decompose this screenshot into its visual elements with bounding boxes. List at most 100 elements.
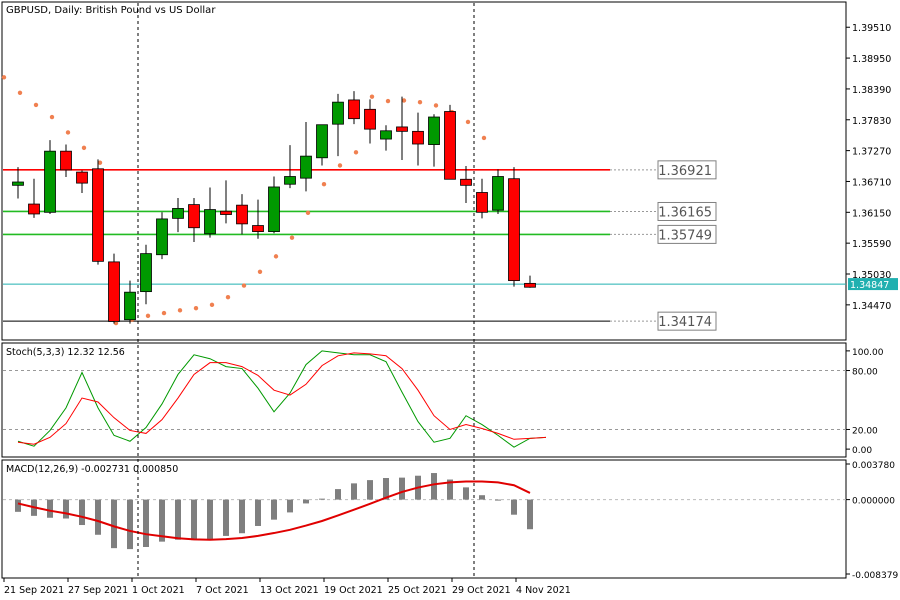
candle[interactable]	[92, 168, 104, 262]
candle[interactable]	[188, 204, 200, 229]
macd-histogram-bar	[287, 499, 293, 513]
price-chart-title: GBPUSD, Daily: British Pound vs US Dolla…	[6, 5, 216, 16]
current-price-label: 1.34847	[850, 280, 889, 291]
candle[interactable]	[396, 126, 408, 132]
candle[interactable]	[412, 130, 424, 145]
candle[interactable]	[380, 130, 392, 140]
date-axis-tick: 19 Oct 2021	[324, 585, 383, 596]
sar-dot	[241, 283, 247, 288]
candle[interactable]	[220, 210, 232, 215]
candle[interactable]	[76, 171, 88, 184]
macd-histogram-bar	[367, 480, 373, 500]
date-axis-tick: 29 Oct 2021	[452, 585, 511, 596]
macd-histogram-bar	[191, 499, 197, 541]
date-axis-tick: 21 Sep 2021	[4, 585, 64, 596]
date-axis-tick: 4 Nov 2021	[516, 585, 571, 596]
price-level-label-box	[657, 201, 717, 221]
sar-dot	[1, 75, 7, 80]
stoch-axis-tick: 80.00	[852, 368, 878, 378]
macd-histogram-bar	[319, 498, 325, 500]
sar-dot	[81, 145, 87, 151]
candle[interactable]	[12, 181, 24, 186]
candle[interactable]	[236, 204, 248, 225]
candle[interactable]	[476, 192, 488, 213]
price-axis-tick: 1.36150	[852, 208, 891, 219]
macd-histogram-bar	[47, 499, 53, 518]
sar-dot	[177, 308, 183, 313]
macd-histogram-bar	[63, 499, 69, 519]
candle[interactable]	[140, 253, 152, 293]
candle[interactable]	[124, 291, 136, 321]
candle[interactable]	[524, 282, 536, 288]
sar-dot	[433, 103, 439, 108]
stoch-signal-line	[17, 352, 547, 445]
stoch-axis-tick: 100.00	[852, 348, 884, 358]
candle[interactable]	[284, 176, 296, 185]
macd-histogram-bar	[383, 478, 389, 500]
candle[interactable]	[348, 99, 360, 120]
macd-histogram-bar	[239, 499, 245, 534]
sar-dot	[481, 135, 487, 141]
price-axis-tick: 1.38950	[852, 54, 891, 65]
candle[interactable]	[28, 203, 40, 215]
macd-histogram-bar	[431, 473, 437, 500]
candle[interactable]	[268, 186, 280, 232]
sar-dot	[321, 182, 327, 187]
price-axis-tick: 1.36710	[852, 177, 891, 188]
macd-histogram-bar	[143, 499, 149, 547]
macd-histogram-bar	[511, 499, 517, 515]
candle[interactable]	[300, 155, 312, 179]
price-axis-tick: 1.35030	[852, 270, 891, 281]
candle[interactable]	[60, 150, 72, 171]
candle[interactable]	[44, 150, 56, 213]
date-axis-tick: 25 Oct 2021	[388, 585, 447, 596]
stoch-indicator-title: Stoch(5,3,3) 12.32 12.56	[6, 347, 125, 358]
stoch-pane[interactable]	[1, 342, 847, 458]
price-axis-tick: 1.35590	[852, 239, 891, 250]
candle[interactable]	[508, 178, 520, 282]
candle[interactable]	[204, 209, 216, 235]
sar-dot	[353, 150, 359, 155]
sar-dot	[49, 114, 55, 120]
candle[interactable]	[364, 108, 376, 130]
macd-histogram-bar	[495, 499, 501, 501]
macd-histogram-bar	[303, 499, 309, 504]
price-axis-tick: 1.34470	[852, 301, 891, 312]
macd-histogram-bar	[479, 495, 485, 500]
candle[interactable]	[332, 101, 344, 125]
candle[interactable]	[156, 218, 168, 256]
price-axis-tick: 1.37270	[852, 147, 891, 158]
candle[interactable]	[316, 124, 328, 159]
sar-dot	[257, 269, 263, 274]
date-axis-tick: 7 Oct 2021	[196, 585, 249, 596]
price-pane[interactable]	[1, 1, 847, 341]
macd-pane[interactable]	[1, 459, 847, 579]
sar-dot	[161, 310, 167, 316]
price-level-label-box	[657, 311, 717, 331]
macd-axis-tick: 0.003780	[852, 461, 895, 471]
sar-dot	[193, 305, 199, 311]
macd-histogram-bar	[79, 499, 85, 526]
candle[interactable]	[460, 178, 472, 186]
macd-histogram-bar	[399, 477, 405, 500]
candle[interactable]	[428, 116, 440, 145]
macd-axis-tick: 0.000000	[852, 497, 895, 507]
candle[interactable]	[444, 111, 456, 180]
sar-dot	[113, 320, 119, 326]
price-level-label-box	[657, 224, 717, 244]
macd-indicator-title: MACD(12,26,9) -0.002731 0.000850	[6, 464, 178, 475]
sar-dot	[273, 254, 279, 259]
macd-signal-line	[17, 480, 531, 541]
candle[interactable]	[492, 176, 504, 211]
candle[interactable]	[172, 208, 184, 219]
price-level-label-box	[657, 160, 717, 180]
stoch-axis-tick: 20.00	[852, 426, 878, 436]
candle[interactable]	[252, 225, 264, 232]
sar-dot	[209, 302, 215, 308]
candle[interactable]	[108, 261, 120, 322]
price-axis-tick: 1.39510	[852, 23, 891, 34]
stoch-axis-tick: 0.00	[852, 446, 872, 456]
sar-dot	[465, 119, 471, 125]
sar-dot	[97, 160, 103, 165]
